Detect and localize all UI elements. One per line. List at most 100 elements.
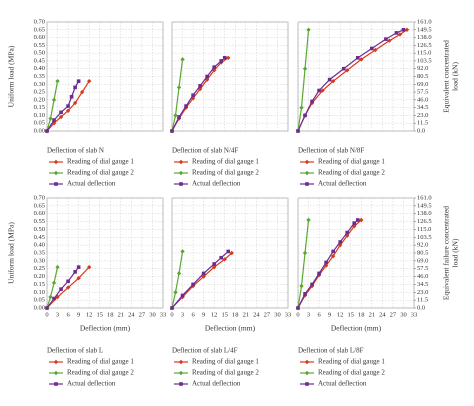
- x-tick-label: 18: [358, 311, 365, 318]
- x-tick-label: 33: [411, 311, 418, 318]
- y2-tick-label: 57.5: [417, 89, 428, 96]
- y-tick-label: 0.05: [34, 120, 45, 127]
- marker: [180, 249, 185, 254]
- x-tick-label: 21: [243, 311, 250, 318]
- marker: [337, 242, 343, 248]
- y-tick-label: 0.45: [34, 57, 45, 64]
- legend-marker: [305, 182, 309, 186]
- marker: [401, 27, 406, 32]
- marker: [219, 255, 224, 260]
- marker: [65, 285, 71, 290]
- marker: [177, 115, 181, 119]
- legend-label: Reading of dial gauge 1: [318, 158, 385, 166]
- marker: [310, 99, 314, 104]
- x-tick-label: 3: [56, 311, 59, 318]
- y2-axis-label: load (kN): [451, 238, 460, 267]
- marker: [317, 271, 321, 276]
- data-line: [297, 219, 310, 309]
- legend-marker: [304, 370, 310, 376]
- marker: [397, 32, 403, 37]
- x-tick-label: 12: [86, 311, 93, 318]
- marker: [204, 77, 210, 82]
- marker: [76, 79, 81, 83]
- y-tick-label: 0.30: [34, 81, 45, 88]
- x-tick-label: 15: [347, 311, 354, 318]
- x-tick-label: 6: [191, 311, 195, 318]
- x-tick-label: 15: [96, 311, 103, 318]
- marker: [299, 105, 304, 110]
- x-tick-label: 24: [253, 311, 260, 318]
- marker: [320, 88, 325, 93]
- legend-label: Reading of dial gauge 1: [67, 158, 134, 166]
- y-tick-label: 0.30: [34, 257, 45, 264]
- marker: [198, 84, 202, 88]
- marker: [384, 37, 388, 41]
- marker: [296, 306, 300, 310]
- y-tick-label: 0.25: [34, 265, 45, 272]
- marker: [303, 113, 307, 118]
- x-tick-label: 30: [274, 311, 281, 318]
- y2-tick-label: 23.0: [417, 289, 428, 296]
- marker: [48, 116, 53, 121]
- marker: [355, 56, 360, 60]
- marker: [345, 230, 350, 235]
- marker: [76, 275, 81, 281]
- marker: [327, 77, 332, 82]
- y2-tick-label: 92.0: [417, 65, 428, 72]
- marker: [180, 293, 185, 298]
- marker: [296, 129, 300, 133]
- marker: [76, 265, 81, 269]
- marker: [51, 121, 57, 126]
- y-tick-label: 0.00: [34, 304, 45, 311]
- marker: [330, 253, 336, 259]
- marker: [173, 290, 178, 295]
- y-axis-label: Uniform load (MPa): [7, 222, 16, 284]
- y2-tick-label: 115.0: [417, 226, 431, 233]
- marker: [219, 59, 224, 63]
- legend-label: Reading of dial gauge 1: [318, 358, 385, 366]
- y-tick-label: 0.65: [34, 26, 45, 33]
- legend-marker: [178, 370, 184, 376]
- marker: [170, 306, 174, 310]
- y-tick-label: 0.70: [34, 194, 45, 201]
- y2-tick-label: 92.0: [417, 242, 428, 249]
- y-tick-label: 0.20: [34, 273, 45, 280]
- legend-label: Reading of dial gauge 2: [67, 369, 134, 377]
- legend-label: Reading of dial gauge 1: [67, 358, 134, 366]
- y2-tick-label: 103.5: [417, 57, 432, 64]
- x-tick-label: 12: [211, 311, 218, 318]
- legend-label: Reading of dial gauge 2: [67, 169, 134, 177]
- legend-title: Deflection of slab N: [47, 147, 104, 155]
- y2-tick-label: 149.5: [417, 202, 432, 209]
- y2-tick-label: 23.0: [417, 112, 428, 119]
- y-tick-label: 0.45: [34, 234, 45, 241]
- y-tick-label: 0.35: [34, 73, 45, 80]
- y-tick-label: 0.35: [34, 249, 45, 256]
- legend-label: Reading of dial gauge 2: [192, 369, 259, 377]
- marker: [170, 129, 174, 133]
- y-tick-label: 0.15: [34, 104, 45, 111]
- data-line: [46, 267, 59, 309]
- legend-marker: [179, 182, 183, 186]
- y-tick-label: 0.15: [34, 281, 45, 288]
- x-tick-label: 0: [45, 311, 48, 318]
- y2-tick-label: 126.5: [417, 218, 432, 225]
- marker: [394, 31, 399, 35]
- marker: [345, 68, 350, 73]
- x-tick-label: 15: [221, 311, 228, 318]
- y2-tick-label: 80.5: [417, 249, 428, 256]
- y2-tick-label: 57.5: [417, 265, 428, 272]
- legend-title: Deflection of slab L: [47, 347, 103, 355]
- y-tick-label: 0.20: [34, 96, 45, 103]
- marker: [306, 217, 311, 223]
- marker: [45, 129, 49, 133]
- y-tick-label: 0.10: [34, 289, 45, 296]
- y2-tick-label: 69.0: [417, 257, 428, 264]
- legend-label: Reading of dial gauge 1: [192, 158, 259, 166]
- legend-label: Actual deflection: [67, 380, 116, 388]
- marker: [184, 104, 188, 108]
- y-tick-label: 0.40: [34, 242, 45, 249]
- marker: [205, 74, 209, 79]
- marker: [341, 66, 346, 71]
